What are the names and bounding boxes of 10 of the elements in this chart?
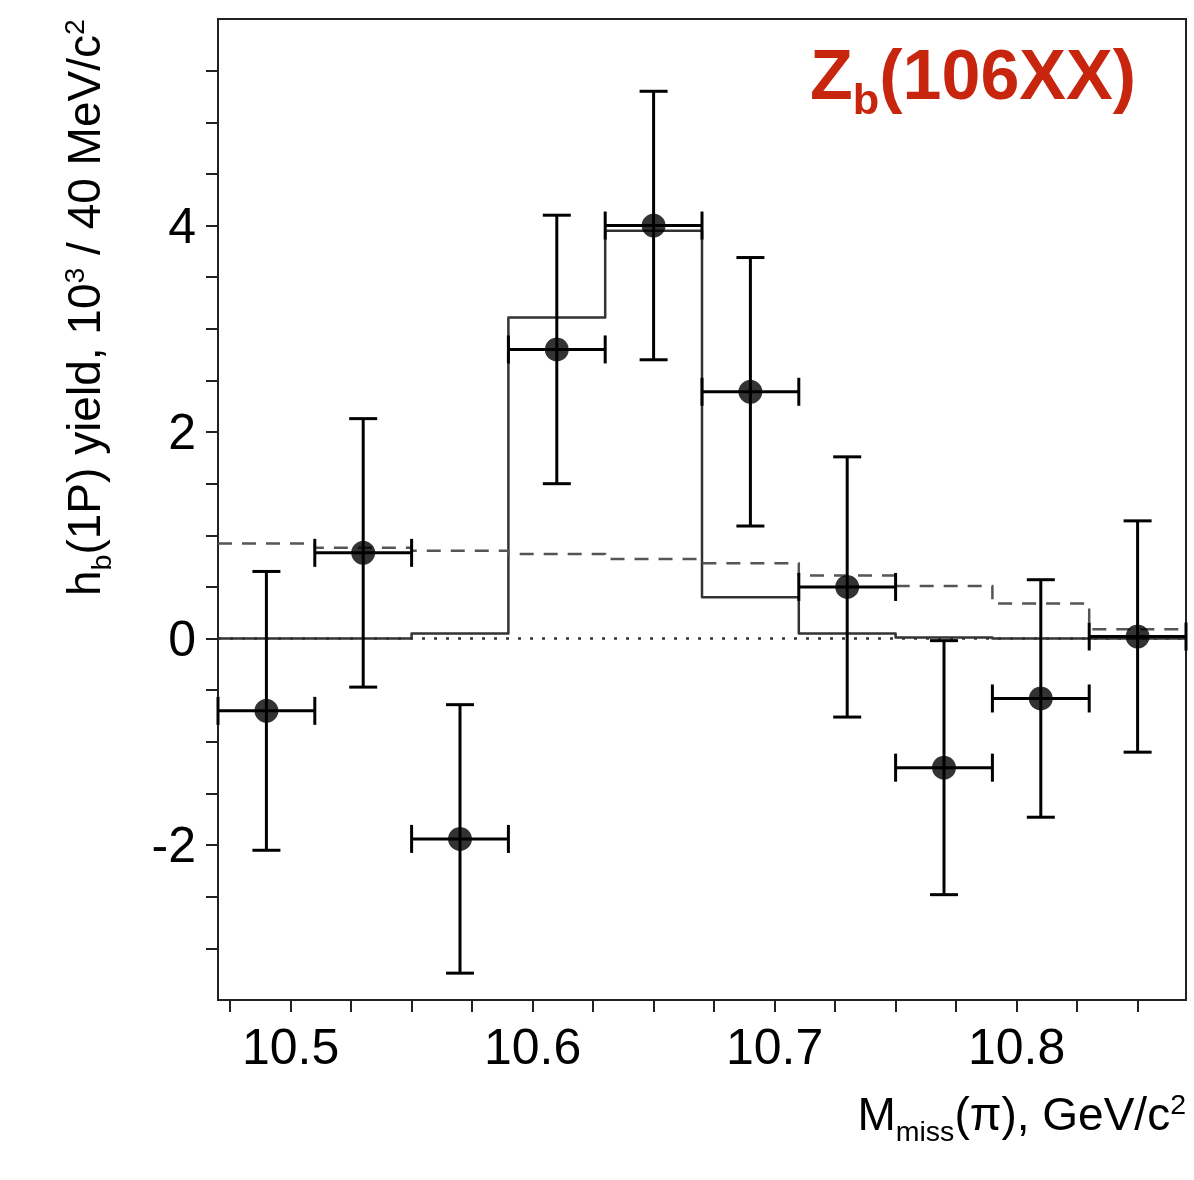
x-tick-label: 10.8 [967,1019,1066,1075]
y-tick-label: -2 [151,817,196,874]
annotation: Z$_{b}$(106XX) [809,36,1136,123]
x-tick-label: 10.7 [725,1019,824,1075]
y-tick-label: 0 [168,610,196,667]
x-tick-label: 10.6 [483,1019,582,1075]
y-tick-label: 4 [168,197,196,254]
x-axis-title: M$_{miss}$(π), GeV/c$^{2}$ [857,1088,1186,1147]
x-tick-label: 10.5 [241,1019,340,1075]
y-tick-label: 2 [168,404,196,461]
